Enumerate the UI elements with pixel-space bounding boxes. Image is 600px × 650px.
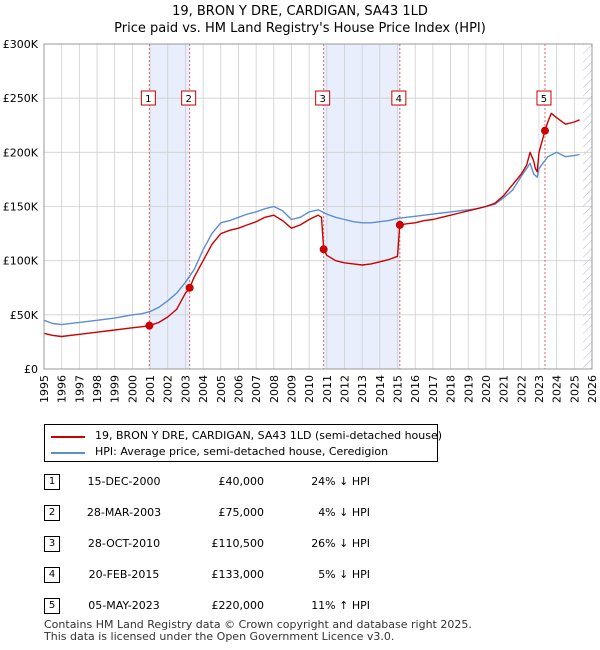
x-tick-label: 2023: [533, 375, 546, 403]
y-tick-label: £200K: [3, 146, 39, 159]
sale-label-box: [181, 90, 197, 106]
transaction-hpi: 5% ↓ HPI: [318, 568, 370, 581]
x-tick-label: 2013: [356, 375, 369, 403]
x-tick-label: 2010: [303, 375, 316, 403]
x-tick-label: 2012: [339, 375, 352, 403]
x-tick-label: 2003: [179, 375, 192, 403]
plot-frame: [43, 43, 593, 370]
x-tick-label: 2005: [215, 375, 228, 403]
x-tick-label: 2000: [126, 375, 139, 403]
table-row: 4 20-FEB-2015 £133,000 5% ↓ HPI: [44, 565, 384, 585]
sale-label-text: 3: [319, 94, 325, 105]
legend-hpi-swatch: [51, 452, 85, 454]
hpi-line: [43, 151, 580, 326]
x-tick-label: 2006: [232, 375, 245, 403]
transaction-date: 28-MAR-2003: [86, 506, 162, 519]
x-tick-label: 1997: [73, 375, 86, 403]
transaction-date: 05-MAY-2023: [88, 599, 160, 612]
legend-property-label: 19, BRON Y DRE, CARDIGAN, SA43 1LD (semi…: [95, 429, 443, 442]
footer-licence: This data is licensed under the Open Gov…: [44, 630, 395, 643]
x-tick-label: 2025: [568, 375, 581, 403]
sale-label-box: [536, 90, 552, 106]
x-tick-label: 1998: [91, 375, 104, 403]
transaction-date: 15-DEC-2000: [87, 475, 161, 488]
table-row: 5 05-MAY-2023 £220,000 11% ↑ HPI: [44, 596, 384, 616]
transaction-number: 4: [44, 567, 60, 583]
x-tick-label: 1995: [38, 375, 51, 403]
transaction-hpi: 26% ↓ HPI: [311, 537, 370, 550]
property-price-line: [43, 112, 580, 338]
x-tick-label: 2021: [498, 375, 511, 403]
transaction-price: £75,000: [218, 506, 265, 519]
sale-label-text: 1: [145, 94, 151, 105]
y-tick-label: £100K: [3, 255, 39, 268]
legend-hpi-label: HPI: Average price, semi-detached house,…: [95, 445, 389, 458]
x-tick-label: 2020: [480, 375, 493, 403]
sale-label-box: [391, 90, 407, 106]
sale-point: [185, 283, 194, 292]
x-tick-label: 2007: [250, 375, 263, 403]
sale-point: [145, 321, 154, 330]
transaction-price: £110,500: [211, 537, 265, 550]
x-tick-label: 2004: [197, 375, 210, 403]
transaction-date: 20-FEB-2015: [88, 568, 160, 581]
transaction-price: £220,000: [211, 599, 265, 612]
x-tick-label: 1996: [56, 375, 69, 403]
x-tick-label: 2014: [374, 375, 387, 403]
y-tick-label: £300K: [3, 38, 39, 51]
x-tick-label: 2017: [427, 375, 440, 403]
table-row: 2 28-MAR-2003 £75,000 4% ↓ HPI: [44, 503, 384, 523]
chart-title-line1: 19, BRON Y DRE, CARDIGAN, SA43 1LD: [172, 4, 428, 19]
chart-title-line2: Price paid vs. HM Land Registry's House …: [114, 21, 486, 36]
x-tick-label: 1999: [109, 375, 122, 403]
x-tick-label: 2011: [321, 375, 334, 403]
footer-copyright: Contains HM Land Registry data © Crown c…: [44, 618, 472, 631]
sale-point: [540, 126, 549, 135]
legend: 19, BRON Y DRE, CARDIGAN, SA43 1LD (semi…: [44, 424, 442, 462]
sale-label-text: 2: [185, 94, 191, 105]
transaction-number: 5: [44, 598, 60, 614]
transaction-price: £133,000: [211, 568, 265, 581]
y-tick-label: £150K: [3, 201, 39, 214]
x-tick-label: 2024: [551, 375, 564, 403]
sale-label-text: 5: [541, 94, 547, 105]
x-tick-label: 2019: [462, 375, 475, 403]
transaction-hpi: 24% ↓ HPI: [311, 475, 370, 488]
x-tick-label: 2018: [445, 375, 458, 403]
sale-label-text: 4: [396, 94, 402, 105]
y-tick-label: £0: [24, 363, 38, 376]
transaction-hpi: 11% ↑ HPI: [311, 599, 370, 612]
x-tick-label: 2001: [144, 375, 157, 403]
sale-point: [395, 220, 404, 229]
transaction-price: £40,000: [218, 475, 265, 488]
sale-label-box: [315, 90, 331, 106]
y-tick-label: £250K: [3, 92, 39, 105]
x-tick-label: 2026: [586, 375, 599, 403]
sale-label-box: [140, 90, 156, 106]
transaction-date: 28-OCT-2010: [87, 537, 161, 550]
transaction-number: 2: [44, 505, 60, 521]
price-chart: 1 2 3 4 5 £0 £50K £100K £150K £200K £250K £300K 199…: [3, 38, 599, 403]
transaction-number: 1: [44, 474, 60, 490]
x-tick-label: 2009: [285, 375, 298, 403]
y-tick-label: £50K: [10, 309, 39, 322]
table-row: 3 28-OCT-2010 £110,500 26% ↓ HPI: [44, 534, 384, 554]
x-tick-label: 2015: [392, 375, 405, 403]
transaction-hpi: 4% ↓ HPI: [318, 506, 370, 519]
x-tick-label: 2008: [268, 375, 281, 403]
legend-property-swatch: [51, 436, 85, 438]
transaction-number: 3: [44, 536, 60, 552]
x-tick-label: 2022: [515, 375, 528, 403]
table-row: 1 15-DEC-2000 £40,000 24% ↓ HPI: [44, 472, 384, 492]
sale-point: [319, 245, 328, 254]
x-tick-label: 2002: [162, 375, 175, 403]
x-tick-label: 2016: [409, 375, 422, 403]
